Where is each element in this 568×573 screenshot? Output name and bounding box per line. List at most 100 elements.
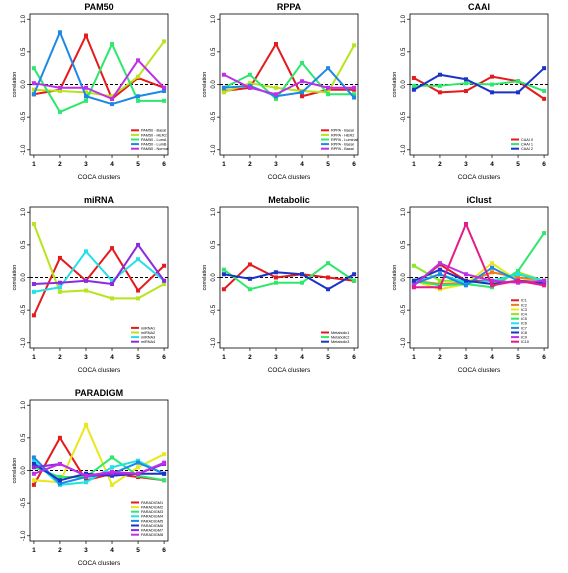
x-tick-label: 4 xyxy=(110,354,114,361)
series-line xyxy=(413,222,545,289)
chart-panel: iClust -1.0 -0.5 0.0 0.5 1.0 1 2 3 4 5 6 COCA cluste… xyxy=(392,195,549,374)
data-point xyxy=(411,75,416,80)
x-tick-label: 6 xyxy=(352,161,356,168)
chart-panel: PAM50 -1.0 -0.5 0.0 0.5 1.0 1 2 3 4 5 6 COCA cluster… xyxy=(12,2,169,181)
data-point xyxy=(352,272,357,277)
data-point xyxy=(31,455,36,460)
legend-label: miRNA4 xyxy=(141,340,155,344)
legend-label: PARADIGM3 xyxy=(141,510,163,514)
y-tick-label: -1.0 xyxy=(211,337,217,348)
data-point xyxy=(83,98,88,103)
data-point xyxy=(136,460,141,465)
data-point xyxy=(300,272,305,277)
legend-label: IC5 xyxy=(521,317,527,321)
y-tick-label: -0.5 xyxy=(21,111,27,122)
chart-panel: RPPA -1.0 -0.5 0.0 0.5 1.0 1 2 3 4 5 6 COCA clusters… xyxy=(202,2,359,181)
legend-label: PAM50 - Basal xyxy=(141,129,166,133)
x-axis-label: COCA clusters xyxy=(78,367,121,374)
data-point xyxy=(57,478,62,483)
data-point xyxy=(326,287,331,292)
x-axis-label: COCA clusters xyxy=(268,367,311,374)
data-point xyxy=(326,92,331,97)
chart-panel: CAAI -1.0 -0.5 0.0 0.5 1.0 1 2 3 4 5 6 COCA clusters… xyxy=(392,2,549,181)
data-point xyxy=(83,90,88,95)
data-point xyxy=(110,465,115,470)
data-point xyxy=(136,288,141,293)
x-tick-label: 2 xyxy=(438,354,442,361)
data-point xyxy=(110,102,115,107)
data-point xyxy=(221,72,226,77)
x-tick-label: 6 xyxy=(542,354,546,361)
data-point xyxy=(110,455,115,460)
data-point xyxy=(411,285,416,290)
data-point xyxy=(136,74,141,79)
data-point xyxy=(516,272,521,277)
data-point xyxy=(300,79,305,84)
legend-label: PARADIGM1 xyxy=(141,501,163,505)
y-tick-label: -1.0 xyxy=(401,144,407,155)
data-point xyxy=(352,85,357,90)
x-tick-label: 5 xyxy=(326,354,330,361)
data-point xyxy=(542,66,547,71)
y-tick-label: 0.0 xyxy=(21,466,27,475)
chart-title: RPPA xyxy=(277,2,302,12)
data-point xyxy=(490,90,495,95)
y-tick-label: -0.5 xyxy=(21,304,27,315)
chart-panel: Metabolic -1.0 -0.5 0.0 0.5 1.0 1 2 3 4 5 6 COCA clu… xyxy=(202,195,359,374)
chart-title: PARADIGM xyxy=(75,388,123,398)
x-tick-label: 3 xyxy=(274,354,278,361)
data-point xyxy=(437,72,442,77)
legend-label: PARADIGM7 xyxy=(141,529,163,533)
x-tick-label: 4 xyxy=(300,354,304,361)
data-point xyxy=(411,83,416,88)
y-tick-label: 0.0 xyxy=(401,80,407,89)
data-point xyxy=(352,92,357,97)
legend-label: IC8 xyxy=(521,331,527,335)
x-tick-label: 6 xyxy=(162,354,166,361)
data-point xyxy=(542,231,547,236)
chart-panel: miRNA -1.0 -0.5 0.0 0.5 1.0 1 2 3 4 5 6 COCA cluster… xyxy=(12,195,169,374)
data-point xyxy=(31,471,36,476)
chart-panel: PARADIGM -1.0 -0.5 0.0 0.5 1.0 1 2 3 4 5 6 COCA clus… xyxy=(12,388,169,567)
data-point xyxy=(463,278,468,283)
legend-label: PARADIGM6 xyxy=(141,524,163,528)
x-tick-label: 2 xyxy=(58,547,62,554)
data-point xyxy=(247,262,252,267)
y-tick-label: 0.0 xyxy=(211,273,217,282)
data-point xyxy=(411,278,416,283)
series-line xyxy=(223,73,355,96)
data-point xyxy=(542,96,547,101)
data-point xyxy=(83,33,88,38)
data-point xyxy=(221,267,226,272)
data-point xyxy=(490,283,495,288)
legend-label: CAAI 0 xyxy=(521,138,533,142)
data-point xyxy=(516,275,521,280)
y-tick-label: -0.5 xyxy=(211,304,217,315)
data-point xyxy=(110,469,115,474)
legend-label: RPPA - Basal xyxy=(331,143,354,147)
data-point xyxy=(57,89,62,94)
data-point xyxy=(136,465,141,470)
data-point xyxy=(352,278,357,283)
x-tick-label: 4 xyxy=(110,161,114,168)
series-line xyxy=(33,59,165,100)
series-line xyxy=(33,456,165,482)
data-point xyxy=(437,272,442,277)
data-point xyxy=(162,478,167,483)
data-point xyxy=(300,94,305,99)
x-axis-label: COCA clusters xyxy=(268,174,311,181)
series-line xyxy=(413,75,545,100)
x-axis-label: COCA clusters xyxy=(78,560,121,567)
data-point xyxy=(162,89,167,94)
data-point xyxy=(490,82,495,87)
data-point xyxy=(83,480,88,485)
data-point xyxy=(326,66,331,71)
legend-label: IC3 xyxy=(521,308,527,312)
x-tick-label: 4 xyxy=(110,547,114,554)
data-point xyxy=(273,270,278,275)
data-point xyxy=(31,465,36,470)
legend-label: PARADIGM8 xyxy=(141,533,163,537)
data-point xyxy=(247,72,252,77)
data-point xyxy=(437,83,442,88)
data-point xyxy=(516,90,521,95)
